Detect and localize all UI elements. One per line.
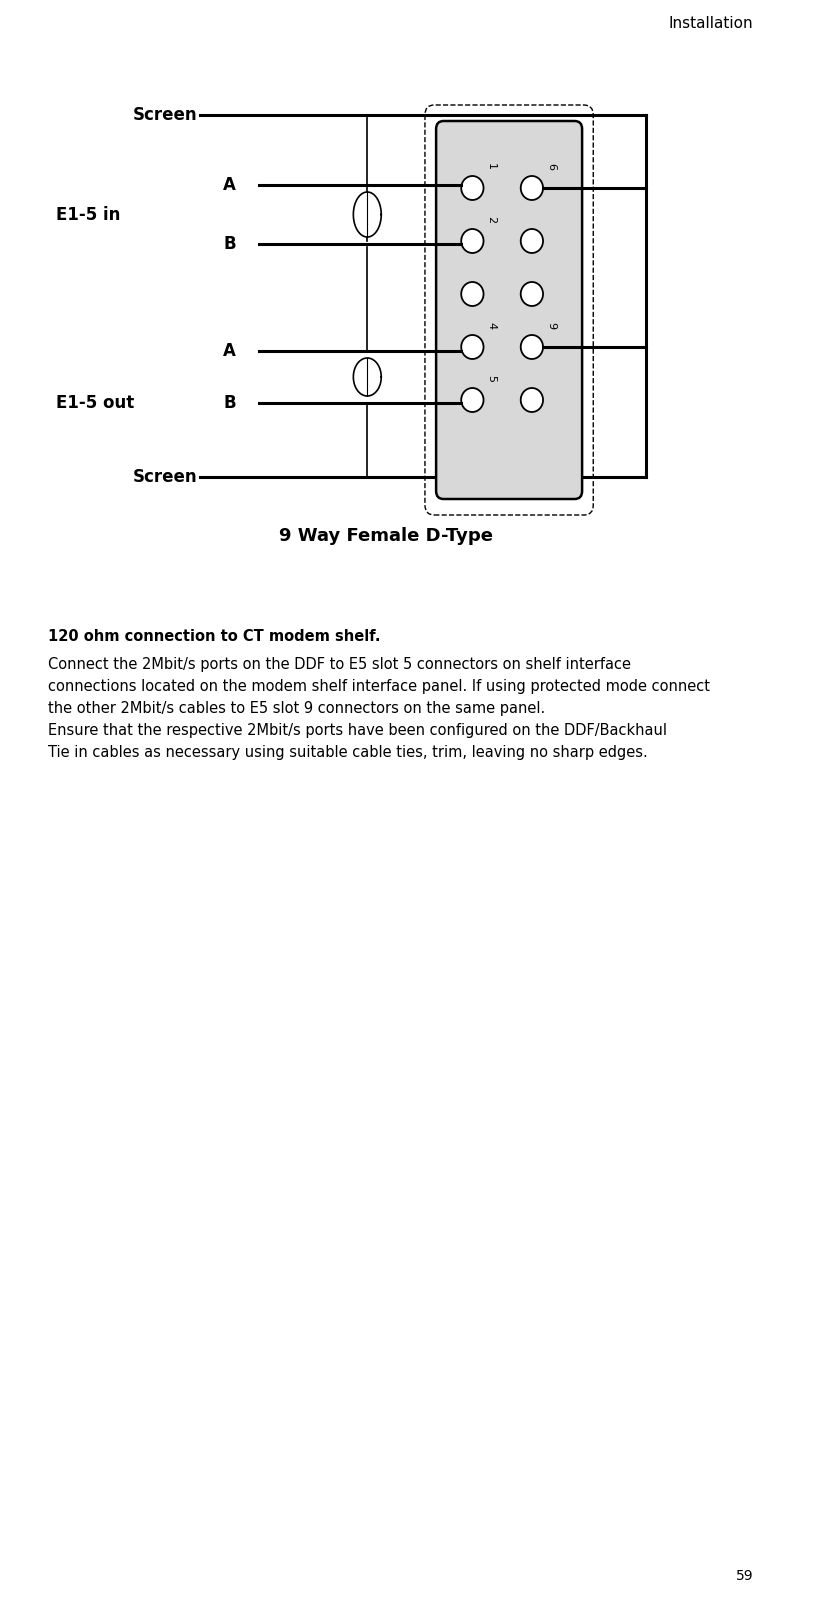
Circle shape <box>521 281 543 305</box>
Text: Screen: Screen <box>132 106 197 125</box>
Text: 2: 2 <box>486 216 496 222</box>
Text: the other 2Mbit/s cables to E5 slot 9 connectors on the same panel.: the other 2Mbit/s cables to E5 slot 9 co… <box>48 700 546 716</box>
Circle shape <box>521 336 543 360</box>
Circle shape <box>521 389 543 413</box>
Text: 59: 59 <box>735 1569 753 1583</box>
Text: Installation: Installation <box>669 16 753 30</box>
Circle shape <box>461 229 484 253</box>
Text: A: A <box>224 176 236 193</box>
Text: B: B <box>224 393 236 413</box>
Circle shape <box>521 176 543 200</box>
Text: B: B <box>224 235 236 253</box>
Circle shape <box>461 176 484 200</box>
Text: 9 Way Female D-Type: 9 Way Female D-Type <box>279 528 493 545</box>
FancyBboxPatch shape <box>436 122 582 499</box>
Text: 6: 6 <box>546 163 556 169</box>
Text: 120 ohm connection to CT modem shelf.: 120 ohm connection to CT modem shelf. <box>48 628 381 644</box>
Text: 9: 9 <box>546 321 556 329</box>
Text: E1-5 out: E1-5 out <box>56 393 134 413</box>
Text: A: A <box>224 342 236 360</box>
Circle shape <box>461 336 484 360</box>
Text: Tie in cables as necessary using suitable cable ties, trim, leaving no sharp edg: Tie in cables as necessary using suitabl… <box>48 745 648 760</box>
Circle shape <box>521 229 543 253</box>
Circle shape <box>461 281 484 305</box>
Text: Connect the 2Mbit/s ports on the DDF to E5 slot 5 connectors on shelf interface: Connect the 2Mbit/s ports on the DDF to … <box>48 657 632 672</box>
Text: E1-5 in: E1-5 in <box>56 206 120 224</box>
Text: Ensure that the respective 2Mbit/s ports have been configured on the DDF/Backhau: Ensure that the respective 2Mbit/s ports… <box>48 723 667 739</box>
Text: connections located on the modem shelf interface panel. If using protected mode : connections located on the modem shelf i… <box>48 680 711 694</box>
Text: Screen: Screen <box>132 469 197 486</box>
Circle shape <box>461 389 484 413</box>
Text: 5: 5 <box>486 376 496 382</box>
Text: 1: 1 <box>486 163 496 169</box>
Text: 4: 4 <box>486 321 496 329</box>
